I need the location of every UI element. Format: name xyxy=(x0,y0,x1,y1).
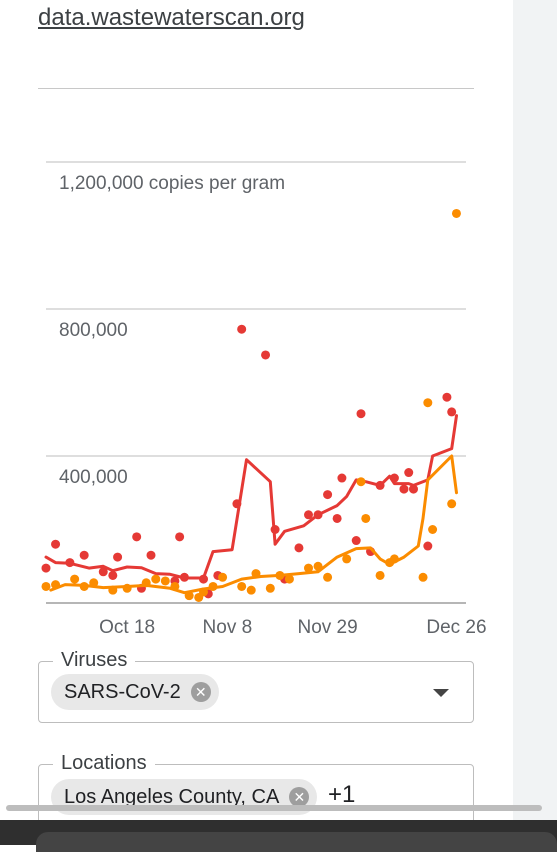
virus-chip[interactable]: SARS-CoV-2 ✕ xyxy=(51,674,219,710)
series-layer xyxy=(41,208,461,602)
orange-point-27 xyxy=(361,513,371,523)
source-link[interactable]: data.wastewaterscan.org xyxy=(38,4,305,31)
orange-point-2 xyxy=(70,574,80,584)
red-point-1 xyxy=(51,539,61,549)
x-tick-label-2: Nov 29 xyxy=(297,617,357,638)
red-point-24 xyxy=(323,490,333,500)
orange-point-19 xyxy=(265,583,275,593)
red-point-21 xyxy=(294,543,304,553)
red-point-27 xyxy=(351,536,361,546)
red-point-7 xyxy=(132,532,142,542)
location-chip-label: Los Angeles County, CA xyxy=(64,785,280,808)
top-divider xyxy=(38,88,474,89)
red-trend-line xyxy=(44,414,458,580)
viruses-label: Viruses xyxy=(53,648,136,672)
red-point-5 xyxy=(108,570,118,580)
red-point-11 xyxy=(175,532,185,542)
red-point-35 xyxy=(423,541,433,551)
orange-point-24 xyxy=(323,572,333,582)
x-tick-label-1: Nov 8 xyxy=(203,617,253,638)
y-tick-label-1: 800,000 xyxy=(59,320,128,341)
red-point-9 xyxy=(146,550,156,560)
y-tick-label-2: 1,200,000 copies per gram xyxy=(59,173,285,194)
orange-point-35 xyxy=(451,208,461,218)
orange-point-15 xyxy=(218,572,228,582)
orange-point-33 xyxy=(428,525,438,534)
red-point-36 xyxy=(442,392,452,402)
y-tick-label-layer: 400,000 800,000 1,200,000 copies per gram xyxy=(59,173,285,488)
series-orange xyxy=(41,208,461,602)
orange-point-25 xyxy=(342,554,352,564)
orange-point-28 xyxy=(375,570,385,580)
locations-label: Locations xyxy=(53,751,155,775)
red-point-0 xyxy=(41,563,51,573)
red-point-22 xyxy=(304,510,313,520)
remove-chip-icon[interactable]: ✕ xyxy=(190,682,211,702)
orange-point-16 xyxy=(237,581,247,591)
orange-point-26 xyxy=(356,477,366,487)
red-point-6 xyxy=(113,552,123,562)
dropdown-arrow-icon[interactable] xyxy=(433,689,449,697)
grid-layer xyxy=(46,161,466,604)
viruses-select[interactable]: Viruses SARS-CoV-2 ✕ xyxy=(38,648,474,723)
red-point-4 xyxy=(98,567,108,577)
orange-point-34 xyxy=(447,499,457,509)
orange-point-21 xyxy=(284,574,294,584)
x-tick-label-3: Dec 26 xyxy=(426,617,486,638)
x-tick-label-layer: Oct 18 Nov 8 Nov 29 Dec 26 xyxy=(99,617,486,638)
red-point-34 xyxy=(409,484,418,494)
y-tick-label-0: 400,000 xyxy=(59,467,128,488)
orange-point-8 xyxy=(151,574,161,584)
orange-point-17 xyxy=(246,585,256,595)
side-gutter xyxy=(513,0,557,820)
orange-point-31 xyxy=(418,572,428,582)
locations-select[interactable]: Locations Los Angeles County, CA ✕ +1 xyxy=(38,751,474,826)
red-point-26 xyxy=(337,473,347,483)
horizontal-scrollbar[interactable] xyxy=(6,805,542,811)
orange-point-22 xyxy=(304,563,313,573)
bottom-tab xyxy=(36,832,557,852)
red-point-37 xyxy=(447,407,457,417)
orange-point-32 xyxy=(423,398,433,408)
red-point-18 xyxy=(261,350,271,360)
red-point-25 xyxy=(332,513,342,523)
more-locations-count[interactable]: +1 xyxy=(328,781,356,808)
x-tick-label-0: Oct 18 xyxy=(99,617,155,638)
red-point-32 xyxy=(399,484,409,494)
red-point-28 xyxy=(356,409,366,419)
red-point-17 xyxy=(237,324,247,334)
remove-chip-icon[interactable]: ✕ xyxy=(289,787,310,807)
red-point-33 xyxy=(404,468,414,478)
orange-trend-line xyxy=(49,454,458,595)
orange-point-0 xyxy=(41,581,51,591)
red-point-3 xyxy=(79,550,89,560)
bottom-bar xyxy=(0,820,557,852)
orange-point-9 xyxy=(160,576,170,586)
virus-chip-label: SARS-CoV-2 xyxy=(64,680,181,703)
